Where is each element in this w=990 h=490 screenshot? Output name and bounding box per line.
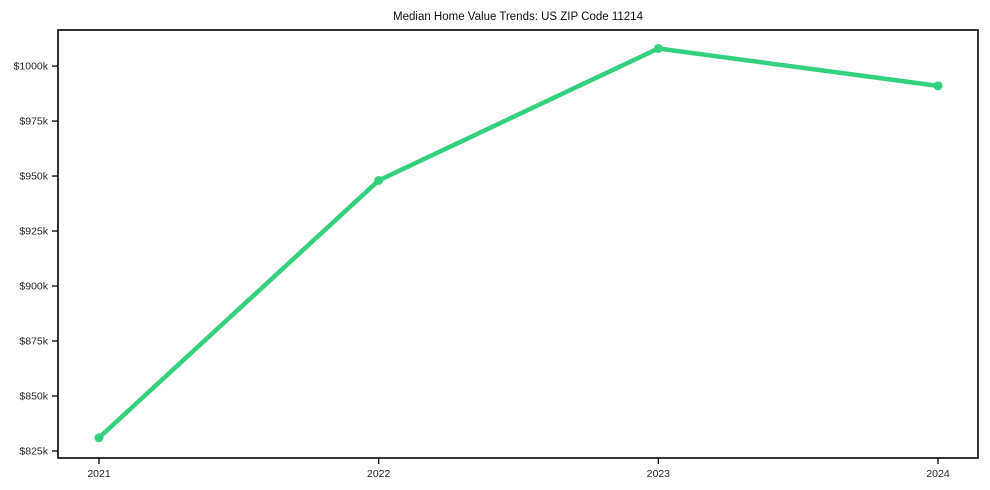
data-point-marker [933, 81, 943, 91]
y-tick-label: $975k [19, 116, 48, 128]
x-tick-label: 2024 [926, 468, 950, 480]
chart-title: Median Home Value Trends: US ZIP Code 11… [393, 11, 644, 23]
plot-border [57, 29, 979, 459]
data-point-marker [653, 43, 663, 53]
y-tick-label: $1000k [14, 61, 49, 73]
x-tick-label: 2022 [367, 468, 391, 480]
y-tick-label: $825k [19, 445, 48, 457]
data-point-marker [94, 433, 104, 443]
x-tick-label: 2023 [647, 468, 671, 480]
x-tick-label: 2021 [87, 468, 111, 480]
data-point-marker [374, 175, 384, 185]
plot-area: $825k $850k $875k $900k $925k $950k $975k $1000… [14, 29, 979, 480]
series-line [96, 46, 941, 441]
y-tick-label: $875k [19, 335, 48, 347]
y-tick-label: $950k [19, 171, 48, 183]
y-tick-label: $850k [19, 390, 48, 402]
y-tick-label: $900k [19, 281, 48, 293]
y-tick-label: $925k [19, 226, 48, 238]
